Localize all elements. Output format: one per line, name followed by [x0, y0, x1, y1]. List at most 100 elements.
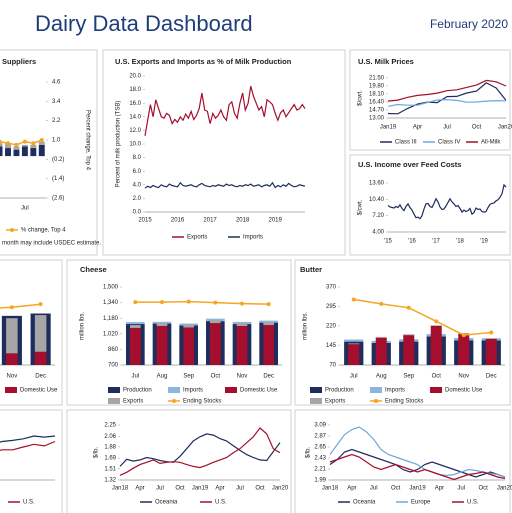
- panel: [0, 409, 63, 513]
- x-tick-label: Jan19: [380, 125, 397, 131]
- legend-swatch: [310, 398, 322, 404]
- legend-label: Exports: [325, 399, 345, 405]
- x-tick-label: '18: [456, 239, 464, 245]
- bar: [375, 337, 387, 365]
- x-tick-label: 2017: [203, 218, 217, 224]
- chart-title: U.S. Milk Prices: [358, 57, 414, 66]
- marker: [38, 302, 43, 307]
- legend-label: All-Milk: [481, 140, 501, 146]
- legend-swatch: [225, 387, 237, 393]
- marker: [22, 139, 27, 144]
- y-tick-label: 2.2: [52, 118, 61, 124]
- legend-label: Europe: [411, 500, 431, 506]
- legend-label: Class IV: [438, 140, 460, 146]
- y-tick-label: 2.25: [104, 423, 116, 429]
- x-tick-label: Jul: [236, 486, 244, 492]
- y-tick-label: 7.20: [372, 213, 384, 219]
- bar: [126, 322, 145, 325]
- y-tick-label: 1.51: [104, 466, 116, 472]
- line: [135, 300, 269, 305]
- legend-swatch: [374, 399, 378, 403]
- y-tick-label: 1,500: [103, 285, 119, 291]
- legend-label: Exports: [187, 235, 207, 241]
- dashboard-title: Dairy Data Dashboard: [35, 11, 253, 36]
- bar: [0, 143, 3, 147]
- line: [329, 426, 506, 478]
- marker: [160, 300, 164, 305]
- bar: [348, 344, 360, 365]
- bar: [348, 343, 360, 345]
- line: [144, 86, 306, 136]
- y-tick-label: 145: [326, 343, 337, 349]
- marker: [6, 141, 10, 146]
- legend-swatch: [108, 398, 120, 404]
- x-tick-label: Nov: [7, 374, 18, 380]
- legend-swatch: [310, 387, 322, 393]
- legend-label: Exports: [123, 399, 143, 405]
- x-tick-label: Sep: [403, 374, 414, 380]
- legend-swatch: [430, 387, 442, 393]
- marker: [266, 302, 271, 307]
- bar: [21, 144, 28, 147]
- x-tick-label: Aug: [376, 374, 387, 380]
- panel: [0, 259, 63, 406]
- bar: [6, 353, 18, 365]
- legend-swatch: [172, 399, 176, 403]
- legend-label: U.S.: [215, 500, 227, 506]
- legend-label: Ending Stocks: [385, 399, 423, 405]
- x-tick-label: Nov: [458, 374, 469, 380]
- y-tick-label: 1,020: [103, 331, 119, 337]
- chart-title: Cheese: [80, 265, 107, 274]
- marker: [14, 142, 19, 147]
- y-tick-label: 1,340: [103, 300, 119, 306]
- y-tick-label: (1.4): [52, 176, 64, 182]
- bar: [430, 325, 442, 326]
- x-tick-label: Oct: [432, 374, 442, 380]
- y-tick-label: 13.00: [369, 116, 385, 122]
- line: [329, 448, 506, 478]
- bar: [156, 323, 168, 326]
- y-tick-label: 16.0: [129, 101, 141, 107]
- bar: [21, 146, 28, 157]
- x-tick-label: '15: [384, 239, 392, 245]
- x-tick-label: Jul: [131, 374, 139, 380]
- x-tick-label: Jan19: [192, 486, 209, 492]
- panel: [66, 409, 292, 513]
- x-tick-label: Oct: [391, 486, 401, 492]
- x-tick-label: Oct: [478, 486, 488, 492]
- legend-swatch: [108, 387, 120, 393]
- marker: [406, 305, 411, 310]
- y-tick-label: 1.69: [104, 456, 116, 462]
- y-tick-label: 220: [326, 324, 337, 330]
- y-tick-label: 10.40: [369, 197, 385, 203]
- x-tick-label: Oct: [211, 374, 221, 380]
- x-tick-label: Sep: [183, 374, 194, 380]
- chart-title: U.S. Income over Feed Costs: [358, 160, 461, 169]
- bar: [236, 323, 248, 326]
- x-tick-label: Jul: [443, 125, 451, 131]
- bar: [403, 335, 415, 365]
- x-tick-label: 2016: [171, 218, 185, 224]
- bar: [6, 318, 18, 354]
- y-tick-label: 295: [326, 304, 337, 310]
- marker: [489, 330, 494, 335]
- y-tick-label: 14.0: [129, 114, 141, 120]
- bar: [236, 326, 248, 365]
- bar: [30, 148, 37, 157]
- y-axis-label: $/cwt.: [358, 199, 364, 215]
- footnote: month may include USDEC estimate.: [2, 241, 101, 247]
- panel: [349, 49, 511, 151]
- y-tick-label: 10.0: [129, 142, 141, 148]
- y-tick-label: 860: [108, 347, 119, 353]
- bar: [375, 336, 387, 338]
- legend-label: Domestic Use: [20, 388, 58, 394]
- y-tick-label: 4.0: [133, 182, 142, 188]
- bar: [13, 146, 20, 150]
- chart-title: Suppliers: [2, 57, 36, 66]
- x-tick-label: Apr: [135, 486, 144, 492]
- bar: [183, 327, 194, 365]
- legend-swatch: [168, 387, 180, 393]
- y-tick-label: 13.60: [369, 181, 385, 187]
- y-tick-label: 6.0: [133, 169, 142, 175]
